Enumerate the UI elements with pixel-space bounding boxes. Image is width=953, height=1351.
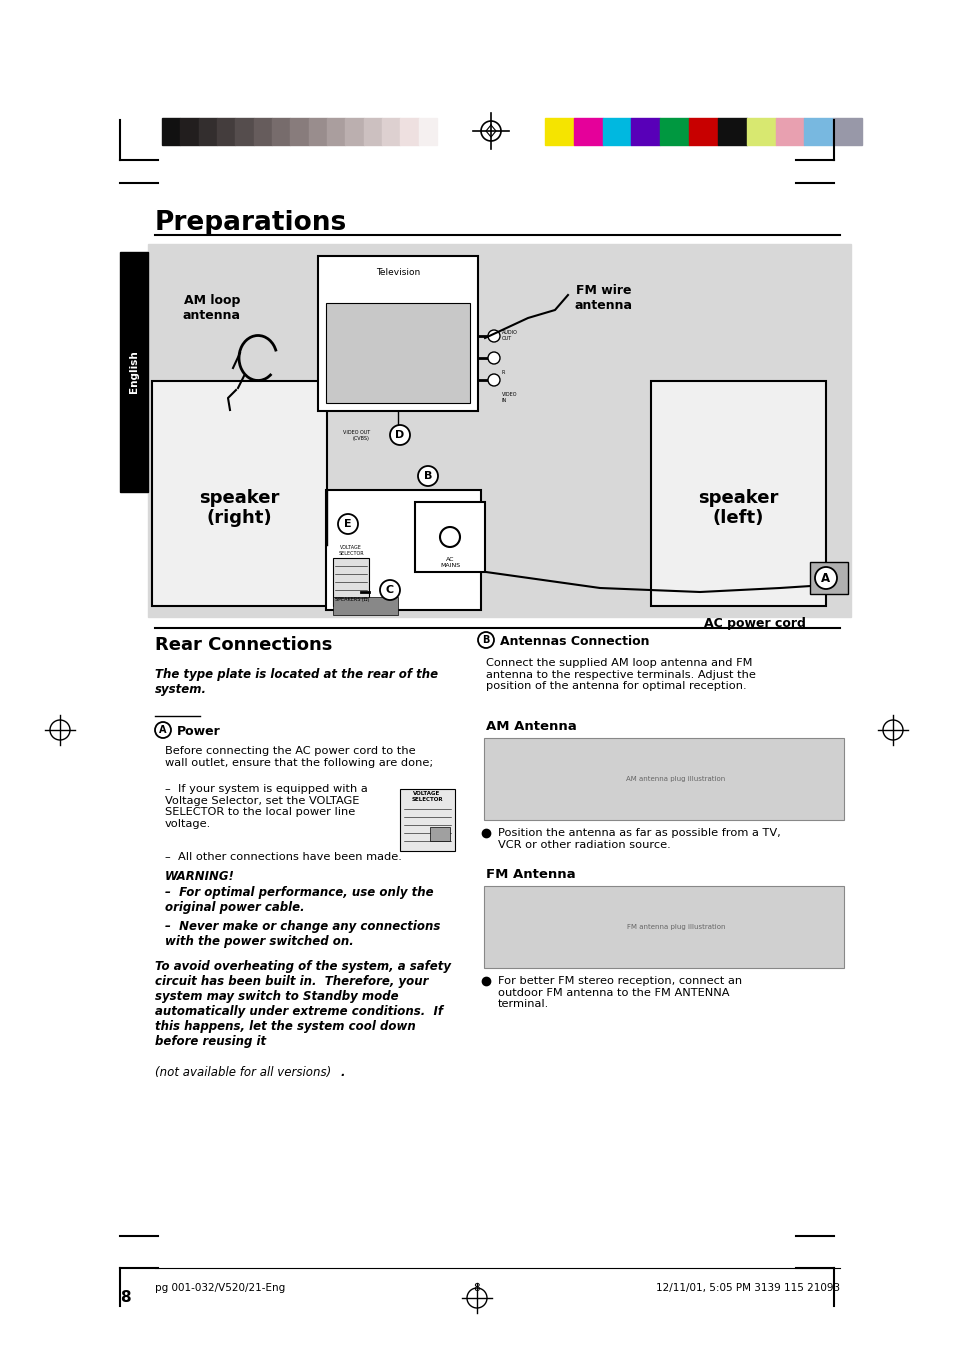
Bar bbox=[602, 118, 631, 145]
Text: (not available for all versions): (not available for all versions) bbox=[154, 1066, 331, 1079]
Bar bbox=[659, 118, 688, 145]
Bar bbox=[418, 118, 436, 145]
Bar bbox=[120, 253, 148, 492]
Text: Television: Television bbox=[375, 267, 419, 277]
Text: FM antenna plug illustration: FM antenna plug illustration bbox=[626, 924, 724, 929]
Text: speaker
(right): speaker (right) bbox=[198, 489, 279, 527]
Text: FM wire
antenna: FM wire antenna bbox=[575, 284, 633, 312]
Text: VOLTAGE
SELECTOR: VOLTAGE SELECTOR bbox=[337, 546, 363, 557]
Text: B: B bbox=[423, 471, 432, 481]
Circle shape bbox=[488, 374, 499, 386]
Bar bbox=[688, 118, 718, 145]
Bar bbox=[253, 118, 272, 145]
Bar bbox=[775, 118, 803, 145]
Bar bbox=[272, 118, 290, 145]
Bar bbox=[345, 118, 363, 145]
Bar bbox=[746, 118, 775, 145]
Text: D: D bbox=[395, 430, 404, 440]
Text: –  If your system is equipped with a
Voltage Selector, set the VOLTAGE
SELECTOR : – If your system is equipped with a Volt… bbox=[165, 784, 367, 828]
Text: R: R bbox=[501, 370, 505, 376]
Bar bbox=[544, 118, 573, 145]
Bar bbox=[400, 118, 418, 145]
Circle shape bbox=[488, 330, 499, 342]
Text: AUDIO
OUT: AUDIO OUT bbox=[501, 330, 517, 340]
Text: The type plate is located at the rear of the
system.: The type plate is located at the rear of… bbox=[154, 667, 437, 696]
Text: –  For optimal performance, use only the
original power cable.: – For optimal performance, use only the … bbox=[165, 886, 434, 915]
Text: AC power cord: AC power cord bbox=[703, 617, 805, 630]
Bar bbox=[326, 490, 480, 611]
Text: AM Antenna: AM Antenna bbox=[485, 720, 577, 734]
Bar bbox=[430, 827, 450, 842]
Bar bbox=[309, 118, 327, 145]
Text: FM Antenna: FM Antenna bbox=[485, 867, 575, 881]
Text: C: C bbox=[386, 585, 394, 594]
Text: Connect the supplied AM loop antenna and FM
antenna to the respective terminals.: Connect the supplied AM loop antenna and… bbox=[485, 658, 755, 692]
Circle shape bbox=[814, 567, 836, 589]
Circle shape bbox=[390, 426, 410, 444]
Text: Before connecting the AC power cord to the
wall outlet, ensure that the followin: Before connecting the AC power cord to t… bbox=[165, 746, 433, 767]
Bar bbox=[235, 118, 253, 145]
Circle shape bbox=[154, 721, 171, 738]
Bar bbox=[415, 503, 484, 571]
Bar bbox=[381, 118, 400, 145]
Bar bbox=[573, 118, 602, 145]
Bar bbox=[483, 886, 843, 969]
Text: pg 001-032/V520/21-Eng: pg 001-032/V520/21-Eng bbox=[154, 1283, 285, 1293]
Text: 12/11/01, 5:05 PM 3139 115 21093: 12/11/01, 5:05 PM 3139 115 21093 bbox=[655, 1283, 840, 1293]
Bar bbox=[803, 118, 832, 145]
Text: –  Never make or change any connections
with the power switched on.: – Never make or change any connections w… bbox=[165, 920, 440, 948]
Bar bbox=[148, 245, 850, 617]
Bar bbox=[809, 562, 847, 594]
Text: To avoid overheating of the system, a safety
circuit has been built in.  Therefo: To avoid overheating of the system, a sa… bbox=[154, 961, 451, 1048]
Text: AC
MAINS: AC MAINS bbox=[439, 557, 459, 567]
Text: E: E bbox=[344, 519, 352, 530]
Text: VIDEO OUT
(CVBS): VIDEO OUT (CVBS) bbox=[342, 430, 370, 440]
Bar bbox=[162, 118, 180, 145]
Bar bbox=[333, 597, 397, 615]
Text: 8: 8 bbox=[474, 1283, 479, 1293]
Circle shape bbox=[417, 466, 437, 486]
Text: English: English bbox=[129, 351, 139, 393]
Bar bbox=[180, 118, 198, 145]
Bar bbox=[631, 118, 659, 145]
Bar bbox=[483, 738, 843, 820]
Bar bbox=[718, 118, 746, 145]
Circle shape bbox=[477, 632, 494, 648]
Text: Rear Connections: Rear Connections bbox=[154, 636, 332, 654]
Text: For better FM stereo reception, connect an
outdoor FM antenna to the FM ANTENNA
: For better FM stereo reception, connect … bbox=[497, 975, 741, 1009]
Text: A: A bbox=[821, 571, 830, 585]
Text: AM antenna plug illustration: AM antenna plug illustration bbox=[626, 775, 725, 782]
Circle shape bbox=[439, 527, 459, 547]
Circle shape bbox=[337, 513, 357, 534]
Bar bbox=[327, 118, 345, 145]
Bar bbox=[216, 118, 235, 145]
Text: WARNING!: WARNING! bbox=[165, 870, 234, 884]
Circle shape bbox=[379, 580, 399, 600]
Bar bbox=[317, 255, 477, 411]
Bar bbox=[650, 381, 825, 607]
Text: .: . bbox=[339, 1066, 344, 1079]
Bar bbox=[290, 118, 309, 145]
Text: B: B bbox=[482, 635, 489, 644]
Bar bbox=[333, 558, 369, 607]
Text: AM loop
antenna: AM loop antenna bbox=[183, 295, 241, 322]
Text: Position the antenna as far as possible from a TV,
VCR or other radiation source: Position the antenna as far as possible … bbox=[497, 828, 780, 850]
Text: 8: 8 bbox=[120, 1290, 131, 1305]
Bar bbox=[832, 118, 862, 145]
Text: VIDEO
IN: VIDEO IN bbox=[501, 392, 517, 403]
Text: Antennas Connection: Antennas Connection bbox=[499, 635, 649, 648]
Text: Power: Power bbox=[177, 725, 220, 738]
Text: SPEAKERS (Ω): SPEAKERS (Ω) bbox=[335, 597, 369, 603]
Text: speaker
(left): speaker (left) bbox=[697, 489, 778, 527]
Text: VOLTAGE
SELECTOR: VOLTAGE SELECTOR bbox=[411, 790, 442, 801]
Bar bbox=[198, 118, 216, 145]
Bar bbox=[363, 118, 381, 145]
Bar bbox=[152, 381, 327, 607]
Text: A: A bbox=[159, 725, 167, 735]
Bar bbox=[399, 789, 455, 851]
Bar bbox=[326, 303, 470, 403]
Text: Preparations: Preparations bbox=[154, 209, 347, 236]
Text: –  All other connections have been made.: – All other connections have been made. bbox=[165, 852, 401, 862]
Circle shape bbox=[488, 353, 499, 363]
